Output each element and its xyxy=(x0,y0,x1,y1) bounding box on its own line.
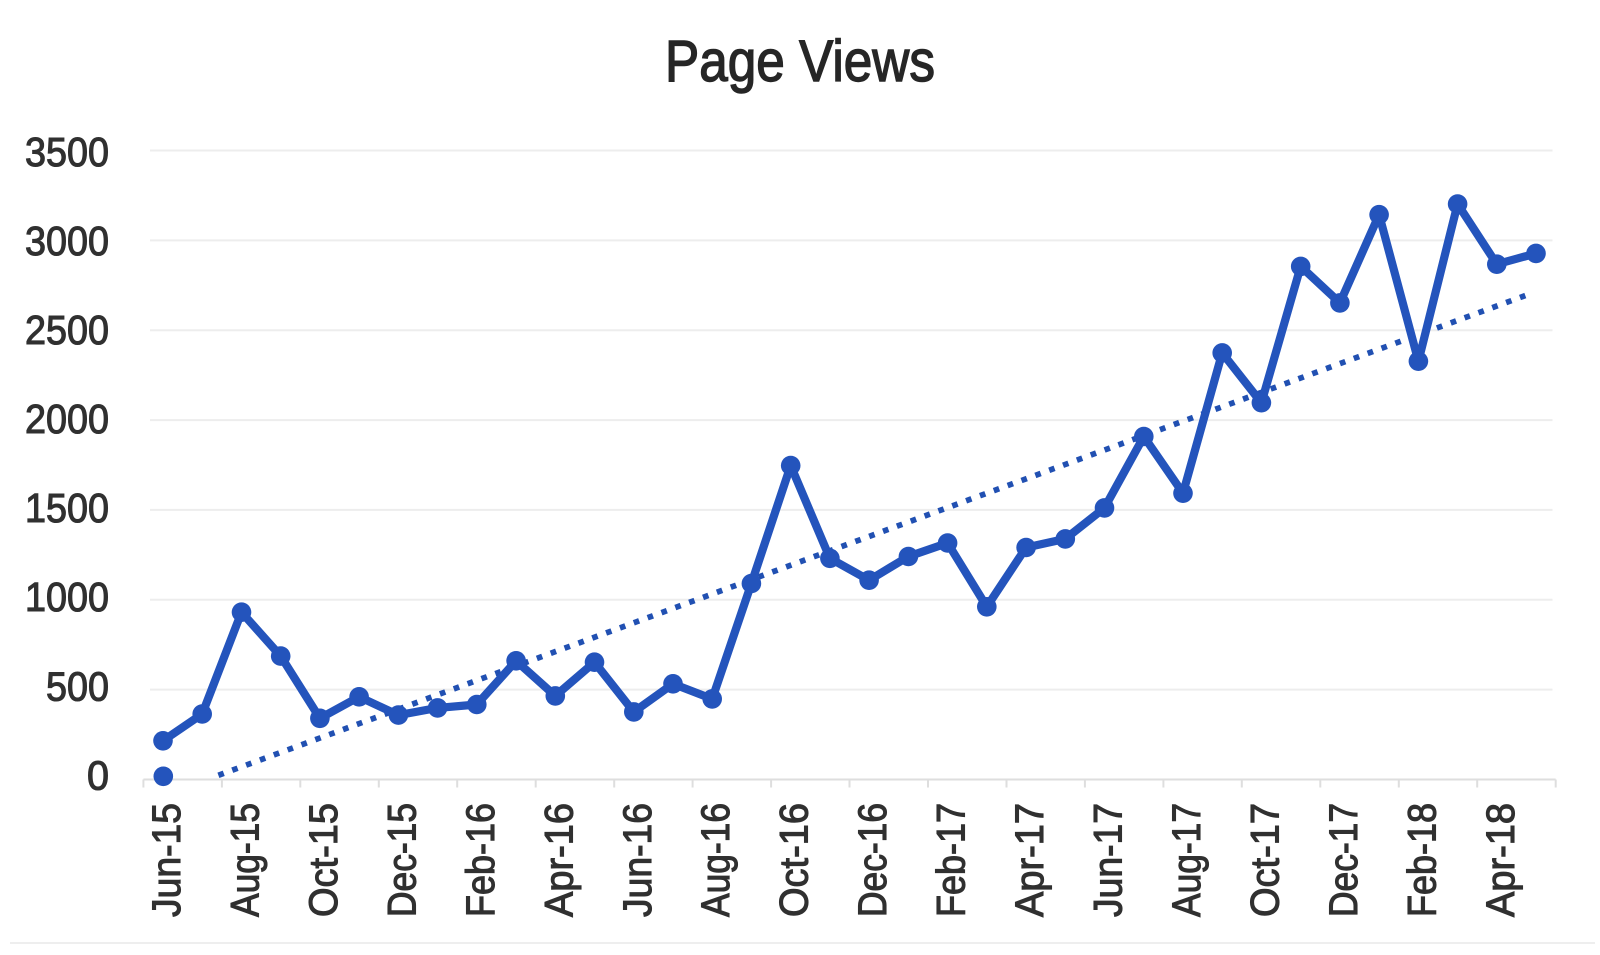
svg-text:Oct-15: Oct-15 xyxy=(302,803,346,917)
svg-text:3000: 3000 xyxy=(25,218,109,264)
svg-text:3500: 3500 xyxy=(25,129,109,175)
svg-text:Page Views: Page Views xyxy=(665,29,935,94)
svg-text:Aug-16: Aug-16 xyxy=(694,803,738,917)
svg-text:0: 0 xyxy=(87,752,109,798)
svg-text:Dec-16: Dec-16 xyxy=(851,803,895,917)
svg-text:Aug-15: Aug-15 xyxy=(224,803,268,917)
svg-text:Aug-17: Aug-17 xyxy=(1165,803,1209,917)
svg-text:Apr-16: Apr-16 xyxy=(537,803,581,917)
svg-text:Feb-16: Feb-16 xyxy=(459,803,503,917)
svg-text:Jun-17: Jun-17 xyxy=(1087,803,1131,917)
svg-text:1500: 1500 xyxy=(25,485,109,531)
svg-text:500: 500 xyxy=(46,663,109,709)
svg-text:1000: 1000 xyxy=(25,574,109,620)
svg-text:Oct-16: Oct-16 xyxy=(773,803,817,917)
svg-text:Feb-18: Feb-18 xyxy=(1400,803,1444,917)
svg-text:Oct-17: Oct-17 xyxy=(1243,803,1287,917)
svg-text:Dec-15: Dec-15 xyxy=(380,803,424,917)
svg-text:Dec-17: Dec-17 xyxy=(1322,803,1366,917)
svg-text:2000: 2000 xyxy=(25,396,109,442)
svg-text:Jun-16: Jun-16 xyxy=(616,803,660,917)
svg-text:Apr-17: Apr-17 xyxy=(1008,803,1052,917)
svg-text:Apr-18: Apr-18 xyxy=(1479,803,1523,917)
svg-text:Feb-17: Feb-17 xyxy=(930,803,974,917)
svg-text:2500: 2500 xyxy=(25,307,109,353)
svg-text:Jun-15: Jun-15 xyxy=(145,803,189,917)
